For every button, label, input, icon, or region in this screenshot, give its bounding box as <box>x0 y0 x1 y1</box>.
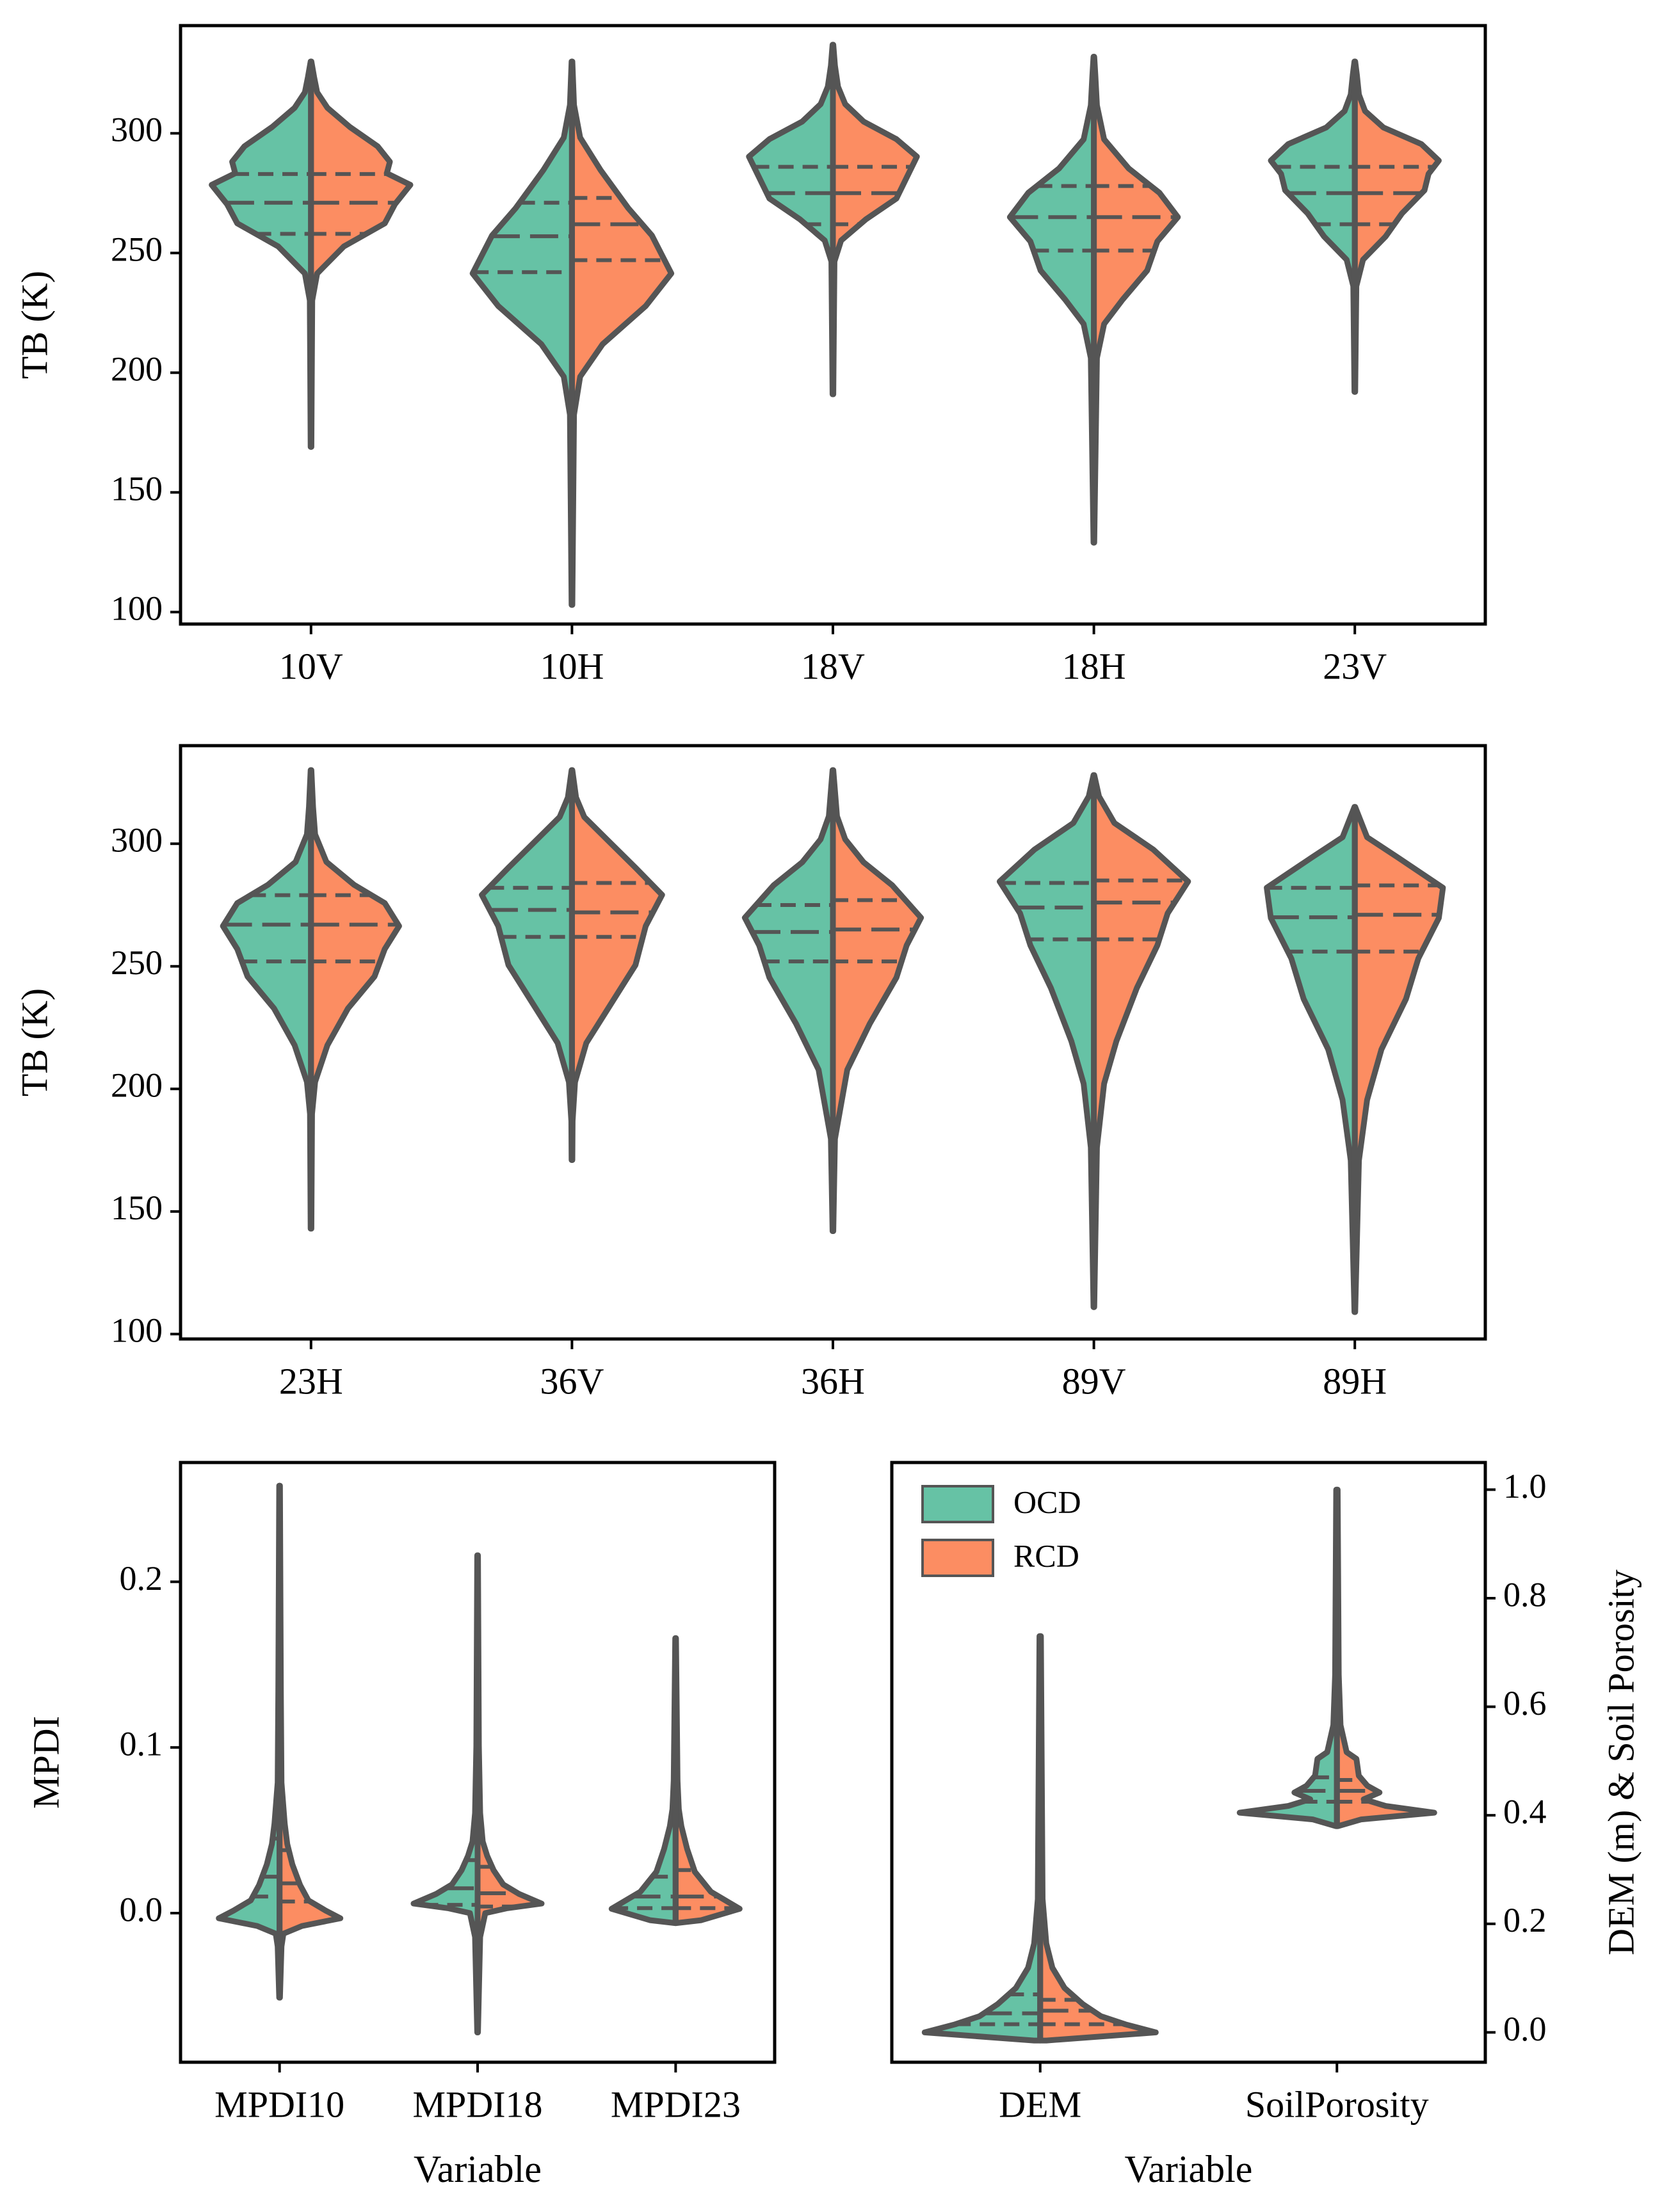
x-tick-label: MPDI18 <box>412 2083 542 2125</box>
y-tick-label: 0.8 <box>1503 1575 1547 1614</box>
violin-rcd-36V <box>569 767 665 1163</box>
x-tick-label: 89V <box>1062 1360 1126 1402</box>
violin-rcd-18V <box>830 42 920 397</box>
violin-rcd-MPDI10 <box>277 1482 344 2001</box>
legend-swatch-ocd <box>921 1485 994 1523</box>
y-tick-label: 200 <box>111 350 163 389</box>
x-tick-label: 10H <box>540 645 604 687</box>
violin-ocd-89V <box>996 772 1097 1310</box>
x-tick-label: 23H <box>279 1360 343 1402</box>
y-tick-label: 150 <box>111 1189 163 1227</box>
x-tick-label: MPDI10 <box>214 2083 344 2125</box>
violin-ocd-18V <box>746 42 836 397</box>
x-tick-label: SoilPorosity <box>1245 2083 1429 2125</box>
y-axis-label: TB (K) <box>13 988 55 1096</box>
violin-rcd-23V <box>1351 58 1442 395</box>
y-tick-label: 0.2 <box>1503 1901 1547 1939</box>
y-tick-label: 100 <box>111 589 163 628</box>
y-tick-label: 0.4 <box>1503 1793 1547 1831</box>
legend-swatch-rcd <box>921 1539 994 1577</box>
x-tick-label: 23V <box>1323 645 1387 687</box>
violin-ocd-10V <box>209 58 314 450</box>
y-tick-label: 0.2 <box>120 1559 163 1598</box>
y-tick-label: 300 <box>111 821 163 860</box>
x-tick-label: 18V <box>801 645 865 687</box>
y-tick-label: 100 <box>111 1311 163 1350</box>
violin-rcd-89H <box>1351 804 1446 1315</box>
violin-rcd-23H <box>308 767 402 1232</box>
violin-ocd-89H <box>1264 804 1358 1315</box>
legend-label-ocd: OCD <box>1013 1484 1081 1519</box>
violin-ocd-DEM <box>921 1633 1044 2044</box>
tb-panel-top: 100 150 200 250 300 TB (K) 10V 10H 18V 18H 23V <box>13 24 1487 687</box>
violin-rcd-SoilPorosity <box>1334 1486 1437 1829</box>
x-axis-label: Variable <box>414 2148 542 2190</box>
violin-ocd-10H <box>469 58 575 608</box>
violin-rcd-DEM <box>1037 1633 1159 2044</box>
x-tick-label: 36H <box>801 1360 865 1402</box>
x-tick-label: MPDI23 <box>611 2083 741 2125</box>
x-tick-label: 89H <box>1323 1360 1387 1402</box>
violin-ocd-MPDI18 <box>410 1552 481 2035</box>
dem-soil-panel: 0.0 0.2 0.4 0.6 0.8 1.0 DEM (m) & Soil Porosit… <box>890 1461 1642 2190</box>
violin-rcd-MPDI18 <box>474 1552 545 2035</box>
legend-label-rcd: RCD <box>1013 1537 1079 1573</box>
y-tick-label: 200 <box>111 1066 163 1105</box>
tb-panel-middle: 100 150 200 250 300 TB (K) 23H 36V 36H 89V 89H <box>13 744 1487 1402</box>
x-tick-label: 36V <box>540 1360 604 1402</box>
plot-frame <box>890 1461 1487 2064</box>
violin-ocd-36H <box>741 767 836 1234</box>
x-axis-label: Variable <box>1125 2148 1253 2190</box>
violin-ocd-MPDI10 <box>216 1482 283 2001</box>
y-tick-label: 250 <box>111 943 163 982</box>
y-axis-label: DEM (m) & Soil Porosity <box>1600 1569 1642 1955</box>
y-tick-label: 0.1 <box>120 1725 163 1763</box>
y-tick-label: 250 <box>111 230 163 269</box>
y-tick-label: 0.0 <box>1503 2010 1547 2048</box>
x-tick-label: 18H <box>1062 645 1126 687</box>
violin-ocd-MPDI23 <box>608 1635 679 1927</box>
violin-rcd-18H <box>1091 54 1181 546</box>
y-tick-label: 300 <box>111 111 163 149</box>
violin-ocd-36V <box>479 767 575 1163</box>
violin-rcd-MPDI23 <box>672 1635 743 1927</box>
violin-ocd-23V <box>1268 58 1358 395</box>
y-tick-label: 0.0 <box>120 1890 163 1928</box>
y-axis-label: MPDI <box>25 1716 67 1809</box>
x-tick-label: 10V <box>279 645 343 687</box>
violin-ocd-18H <box>1006 54 1097 546</box>
violin-rcd-10H <box>569 58 675 608</box>
y-axis-label: TB (K) <box>13 271 55 379</box>
violin-rcd-36H <box>830 767 924 1234</box>
y-tick-label: 150 <box>111 470 163 508</box>
violin-rcd-89V <box>1091 772 1191 1310</box>
violin-rcd-10V <box>308 58 414 450</box>
mpdi-panel: 0.0 0.1 0.2 MPDI MPDI10 MPDI18 MPDI23 Variable <box>25 1461 777 2190</box>
x-tick-label: DEM <box>999 2083 1081 2125</box>
y-tick-label: 1.0 <box>1503 1467 1547 1505</box>
y-tick-label: 0.6 <box>1503 1684 1547 1722</box>
violin-ocd-23H <box>220 767 314 1232</box>
legend: OCD RCD <box>921 1484 1081 1577</box>
